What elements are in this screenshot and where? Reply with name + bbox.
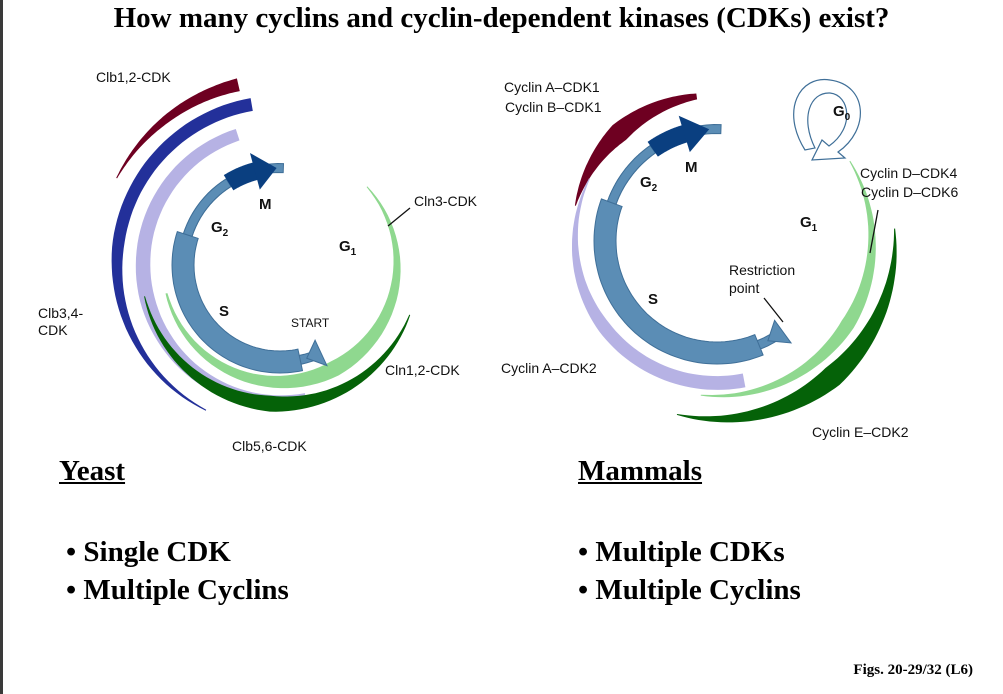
cyclin-a-cdk2-arc	[572, 178, 746, 390]
label-clb12-cdk: Clb1,2-CDK	[96, 69, 171, 85]
phase-s-yeast: S	[219, 303, 229, 320]
label-cln3-cdk: Cln3-CDK	[414, 193, 478, 209]
cyclin-ab-cdk1-arc	[574, 93, 698, 206]
cyclin-e-cdk2-arc	[676, 228, 897, 423]
phase-g0-mammal: G0	[833, 103, 851, 123]
phase-m-yeast: M	[259, 196, 272, 213]
mammal-g1-arrowhead	[767, 319, 793, 344]
phase-g1-mammal: G1	[800, 214, 818, 234]
phase-g2-yeast: G2	[211, 219, 229, 239]
bullet-multiple-cdks: • Multiple CDKs	[578, 536, 785, 568]
bullet-single-cdk: • Single CDK	[66, 536, 231, 568]
label-cyclin-a-cdk2: Cyclin A–CDK2	[501, 360, 597, 376]
label-cyclin-a-cdk1: Cyclin A–CDK1	[504, 79, 600, 95]
label-clb34-cdk-line1: Clb3,4-	[38, 305, 83, 321]
yeast-m-phase-band	[223, 162, 259, 191]
mammal-s-phase-band	[593, 198, 764, 365]
restriction-leader-line	[763, 297, 784, 323]
yeast-g1-arrowhead	[306, 339, 328, 367]
yeast-s-phase-band	[171, 230, 304, 374]
left-border	[0, 0, 3, 694]
mammals-bullets: • Multiple CDKs • Multiple Cyclins	[578, 533, 801, 609]
phase-s-mammal: S	[648, 291, 658, 308]
label-start: START	[291, 316, 330, 330]
yeast-heading: Yeast	[59, 455, 126, 487]
yeast-g2-ring	[182, 178, 232, 238]
bullet-multiple-cyclins-yeast: • Multiple Cyclins	[66, 574, 289, 606]
label-cln12-cdk: Cln1,2-CDK	[385, 362, 460, 378]
mammal-m-arrowhead	[678, 115, 710, 153]
label-cyclin-d-cdk4: Cyclin D–CDK4	[860, 165, 957, 181]
label-cyclin-e-cdk2: Cyclin E–CDK2	[812, 424, 909, 440]
g0-loop-arrow	[793, 79, 861, 161]
yeast-bullets: • Single CDK • Multiple Cyclins	[66, 533, 289, 609]
mammals-heading: Mammals	[578, 455, 703, 487]
mammal-m-phase-band	[647, 124, 689, 157]
cln3-leader-line	[387, 207, 411, 227]
label-clb34-cdk-line2: CDK	[38, 322, 68, 338]
phase-g2-mammal: G2	[640, 174, 658, 194]
cln12-cdk-arc	[144, 296, 411, 412]
yeast-m-arrowhead	[249, 152, 277, 190]
slide-title: How many cyclins and cyclin-dependent ki…	[113, 2, 890, 34]
label-restriction-line1: Restriction	[729, 262, 795, 278]
phase-g1-yeast: G1	[339, 238, 357, 258]
figure-caption: Figs. 20-29/32 (L6)	[853, 662, 973, 678]
cyclin-d-leader-line	[869, 209, 879, 254]
mammal-g2-ring	[606, 144, 656, 205]
phase-m-mammal: M	[685, 159, 698, 176]
mammal-cell-cycle-diagram	[572, 79, 897, 423]
label-cyclin-d-cdk6: Cyclin D–CDK6	[861, 184, 958, 200]
bullet-multiple-cyclins-mammal: • Multiple Cyclins	[578, 574, 801, 606]
clb34-cdk-arc	[111, 98, 253, 411]
label-restriction-line2: point	[729, 280, 759, 296]
yeast-cell-cycle-diagram	[111, 78, 411, 412]
label-clb56-cdk: Clb5,6-CDK	[232, 438, 307, 454]
cyclin-d-cdk46-arc	[700, 160, 876, 398]
label-cyclin-b-cdk1: Cyclin B–CDK1	[505, 99, 602, 115]
clb12-cdk-arc	[116, 78, 240, 179]
